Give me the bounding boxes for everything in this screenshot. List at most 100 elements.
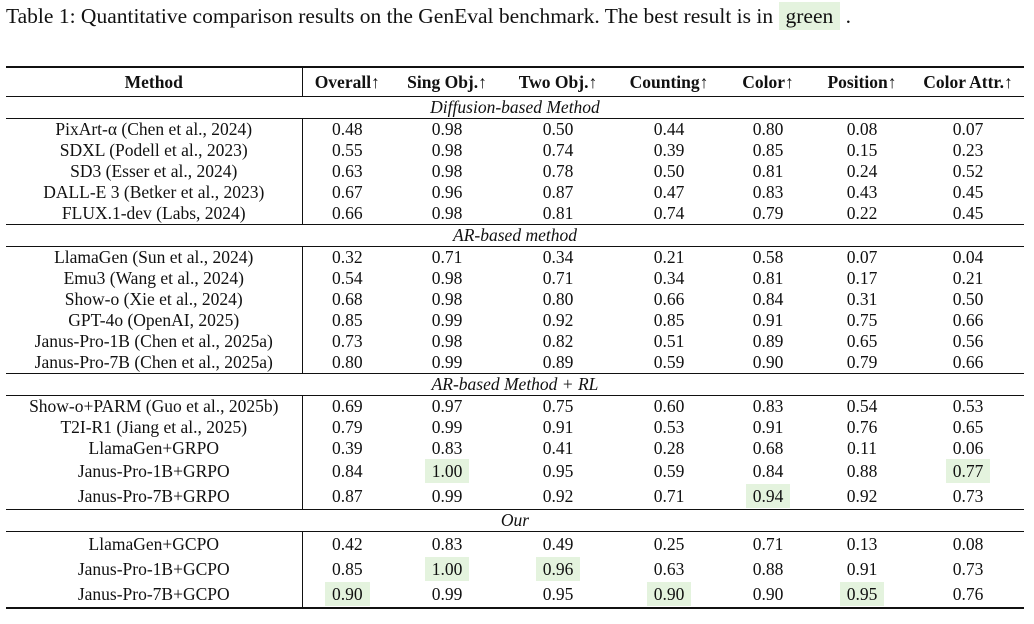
position-cell: 0.22 [812, 203, 912, 225]
value-text: 0.81 [752, 268, 784, 288]
color-attr-cell: 0.77 [912, 459, 1024, 484]
position-cell: 0.24 [812, 161, 912, 182]
counting-cell: 0.74 [614, 203, 724, 225]
value-text: 0.50 [542, 119, 574, 139]
value-text: 0.68 [752, 438, 784, 458]
sing-obj-cell: 1.00 [392, 557, 502, 582]
two-obj-cell: 0.80 [502, 289, 614, 310]
two-obj-cell: 0.75 [502, 396, 614, 418]
sing-obj-cell: 0.99 [392, 310, 502, 331]
section-header-row: Our [6, 509, 1024, 532]
value-text: 0.73 [952, 559, 984, 579]
value-text: 0.28 [653, 438, 685, 458]
method-cell: DALL-E 3 (Betker et al., 2023) [6, 182, 303, 203]
table-row: Janus-Pro-1B+GCPO 0.85 1.00 0.96 0.63 0.88 0.9… [6, 557, 1024, 582]
two-obj-cell: 0.95 [502, 582, 614, 609]
counting-cell: 0.85 [614, 310, 724, 331]
sing-obj-cell: 1.00 [392, 459, 502, 484]
sing-obj-cell: 0.99 [392, 484, 502, 510]
color-attr-cell: 0.21 [912, 268, 1024, 289]
results-table: Method Overall↑ Sing Obj.↑ Two Obj.↑ Cou… [6, 66, 1024, 609]
color-attr-cell: 0.65 [912, 417, 1024, 438]
sing-obj-cell: 0.98 [392, 331, 502, 352]
method-cell: FLUX.1-dev (Labs, 2024) [6, 203, 303, 225]
method-cell: GPT-4o (OpenAI, 2025) [6, 310, 303, 331]
value-text: 0.54 [846, 396, 878, 416]
sing-obj-cell: 0.98 [392, 161, 502, 182]
value-text: 0.50 [653, 161, 685, 181]
section-header-row: AR-based method [6, 224, 1024, 247]
color-attr-cell: 0.04 [912, 247, 1024, 269]
table-body: Diffusion-based Method PixArt-α (Chen et … [6, 96, 1024, 609]
position-cell: 0.91 [812, 557, 912, 582]
value-text: 0.90 [752, 584, 784, 604]
overall-cell: 0.79 [302, 417, 392, 438]
table-row: Janus-Pro-7B+GCPO 0.90 0.99 0.95 0.90 0.90 0.9… [6, 582, 1024, 609]
position-cell: 0.15 [812, 140, 912, 161]
value-text: 0.90 [646, 582, 692, 606]
value-text: 0.87 [331, 486, 363, 506]
two-obj-cell: 0.74 [502, 140, 614, 161]
counting-cell: 0.90 [614, 582, 724, 609]
header-color: Color↑ [742, 71, 794, 92]
value-text: 0.71 [542, 268, 574, 288]
value-text: 0.44 [653, 119, 685, 139]
counting-cell: 0.51 [614, 331, 724, 352]
overall-cell: 0.42 [302, 532, 392, 558]
value-text: 0.53 [653, 417, 685, 437]
value-text: 0.75 [542, 396, 574, 416]
two-obj-cell: 0.78 [502, 161, 614, 182]
two-obj-cell: 0.87 [502, 182, 614, 203]
value-text: 0.91 [542, 417, 574, 437]
value-text: 0.08 [952, 534, 984, 554]
value-text: 0.15 [846, 140, 878, 160]
section-title: Our [6, 509, 1024, 532]
value-text: 0.45 [952, 182, 984, 202]
value-text: 0.59 [653, 461, 685, 481]
value-text: 0.73 [331, 331, 363, 351]
overall-cell: 0.55 [302, 140, 392, 161]
value-text: 0.92 [542, 486, 574, 506]
sing-obj-cell: 0.99 [392, 582, 502, 609]
position-cell: 0.79 [812, 352, 912, 374]
value-text: 0.51 [653, 331, 685, 351]
value-text: 0.66 [653, 289, 685, 309]
value-text: 0.80 [542, 289, 574, 309]
position-cell: 0.54 [812, 396, 912, 418]
two-obj-cell: 0.50 [502, 119, 614, 141]
value-text: 0.71 [653, 486, 685, 506]
color-cell: 0.83 [724, 182, 812, 203]
two-obj-cell: 0.71 [502, 268, 614, 289]
color-cell: 0.81 [724, 161, 812, 182]
value-text: 0.17 [846, 268, 878, 288]
table-row: SD3 (Esser et al., 2024) 0.63 0.98 0.78 0.50… [6, 161, 1024, 182]
value-text: 0.58 [752, 247, 784, 267]
value-text: 0.91 [752, 310, 784, 330]
method-cell: Janus-Pro-7B+GRPO [6, 484, 303, 510]
value-text: 0.47 [653, 182, 685, 202]
section-header-row: AR-based Method + RL [6, 373, 1024, 396]
table-row: LlamaGen (Sun et al., 2024) 0.32 0.71 0.34 0… [6, 246, 1024, 269]
value-text: 0.06 [952, 438, 984, 458]
counting-cell: 0.59 [614, 459, 724, 484]
section-title: Diffusion-based Method [6, 96, 1024, 119]
method-cell: LlamaGen (Sun et al., 2024) [6, 246, 303, 268]
value-text: 0.94 [745, 484, 791, 508]
section-header-row: Diffusion-based Method [6, 96, 1024, 119]
sing-obj-cell: 0.71 [392, 247, 502, 269]
method-cell: Show-o (Xie et al., 2024) [6, 289, 303, 310]
value-text: 0.42 [331, 534, 363, 554]
value-text: 0.52 [952, 161, 984, 181]
overall-cell: 0.48 [302, 119, 392, 141]
sing-obj-cell: 0.98 [392, 289, 502, 310]
value-text: 0.84 [331, 461, 363, 481]
value-text: 0.55 [331, 140, 363, 160]
value-text: 0.66 [952, 310, 984, 330]
value-text: 0.88 [752, 559, 784, 579]
value-text: 0.92 [542, 310, 574, 330]
value-text: 0.98 [431, 140, 463, 160]
two-obj-cell: 0.96 [502, 557, 614, 582]
value-text: 0.85 [331, 310, 363, 330]
caption-suffix: . [840, 4, 851, 28]
value-text: 0.39 [331, 438, 363, 458]
